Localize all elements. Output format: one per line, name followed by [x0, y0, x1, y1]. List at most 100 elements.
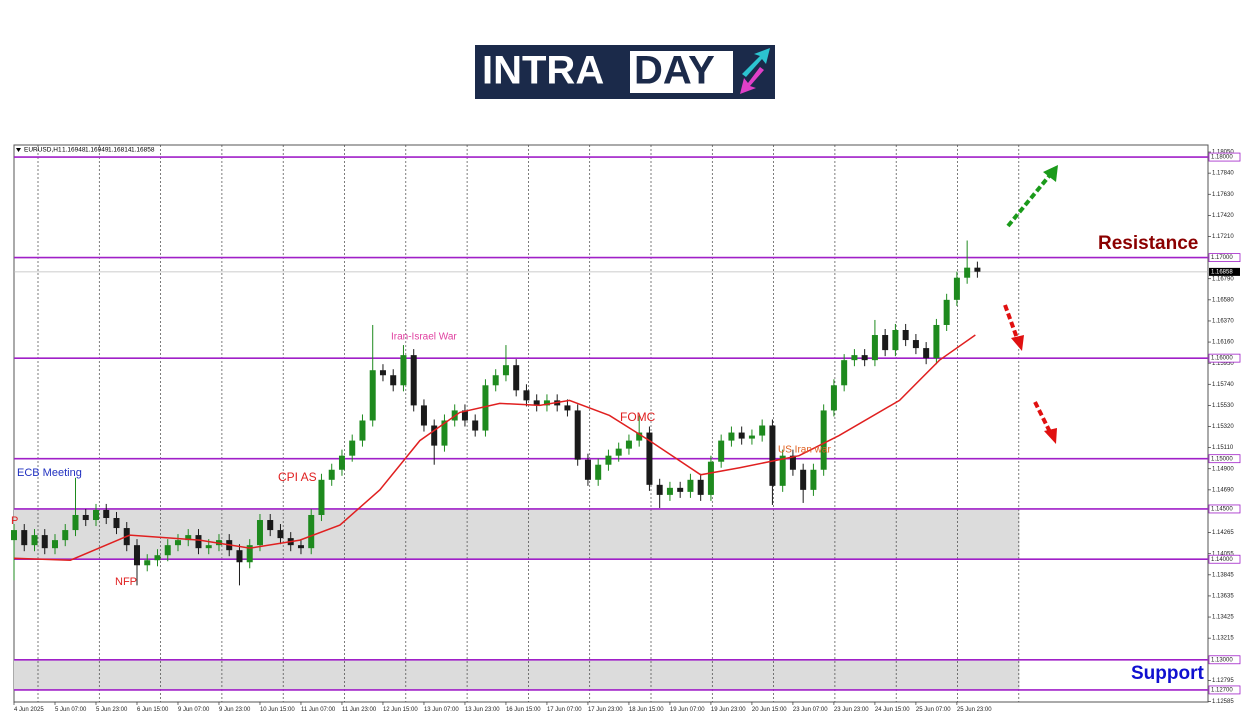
candle-body [461, 410, 468, 421]
zone [14, 508, 1020, 560]
candle-body [533, 400, 540, 406]
candle-body [195, 535, 202, 549]
candle-body [636, 432, 643, 441]
header-value: 1.16949 [85, 147, 109, 154]
annotation: ECB Meeting [17, 467, 82, 479]
candle-body [820, 410, 827, 470]
annotation: CPI AS [278, 470, 317, 484]
level-label: 1.18000 [1211, 155, 1233, 161]
arrow-head [1043, 165, 1058, 182]
candle-body [851, 355, 858, 361]
y-tick-label: 1.17420 [1212, 213, 1234, 219]
x-tick-label: 20 Jun 15:00 [752, 707, 787, 713]
x-tick-label: 5 Jun 07:00 [55, 707, 87, 713]
y-tick-label: 1.15530 [1212, 403, 1234, 409]
candle-body [974, 267, 981, 272]
price-label: 1.16858 [1211, 269, 1233, 275]
x-tick-label: 13 Jun 23:00 [465, 707, 500, 713]
candle-body [574, 410, 581, 460]
candle-body [748, 435, 755, 439]
candle-body [338, 455, 345, 470]
candle-body [41, 535, 48, 549]
candle-body [615, 448, 622, 456]
candle-body [174, 540, 181, 546]
x-tick-label: 19 Jun 23:00 [711, 707, 746, 713]
candle-body [318, 479, 325, 515]
candle-body [800, 469, 807, 490]
candle-body [369, 370, 376, 421]
annotation: US Iran war [778, 445, 831, 456]
candle-body [144, 560, 151, 566]
y-tick-label: 1.13845 [1212, 572, 1234, 578]
candle-body [687, 479, 694, 492]
y-tick-label: 1.17630 [1212, 192, 1234, 198]
candle-body [185, 535, 192, 541]
y-tick-label: 1.12585 [1212, 699, 1234, 705]
plot-frame [13, 144, 1209, 703]
candle-body [697, 479, 704, 495]
candle-body [267, 520, 274, 531]
candle-body [359, 420, 366, 441]
x-tick-label: 6 Jun 15:00 [137, 707, 169, 713]
candle-body [933, 324, 940, 359]
y-tick-label: 1.16160 [1212, 340, 1234, 346]
candle-body [871, 335, 878, 361]
level-label-box [1208, 685, 1241, 695]
candle-body [420, 405, 427, 426]
y-tick-label: 1.14900 [1212, 466, 1234, 472]
candle-body [492, 375, 499, 386]
candle-body [523, 390, 530, 401]
y-tick-label: 1.18050 [1212, 150, 1234, 156]
candle-body [431, 425, 438, 446]
header: EURUSD,H1 1.16948 1.16949 1.16814 1.16858 [16, 147, 155, 154]
level-label-box [1208, 655, 1241, 665]
candle-body [82, 514, 89, 521]
candle-body [810, 469, 817, 490]
level-label: 1.16000 [1211, 356, 1233, 362]
candle-body [400, 355, 407, 386]
candle-body [769, 425, 776, 486]
x-tick-label: 9 Jun 23:00 [219, 707, 251, 713]
header-value: 1.16814 [108, 147, 132, 154]
x-tick-label: 13 Jun 07:00 [424, 707, 459, 713]
y-tick-label: 1.16580 [1212, 297, 1234, 303]
candle-body [841, 360, 848, 386]
candle-body [666, 487, 673, 495]
candle-body [543, 400, 550, 406]
candle-body [133, 545, 140, 566]
candle-body [595, 464, 602, 480]
level-label: 1.14000 [1211, 557, 1233, 563]
candle-body [943, 299, 950, 325]
x-tick-label: 24 Jun 15:00 [875, 707, 910, 713]
y-tick-label: 1.15320 [1212, 424, 1234, 430]
zone [14, 659, 1020, 690]
x-tick-label: 12 Jun 15:00 [383, 707, 418, 713]
level-label-box [1208, 504, 1241, 514]
candle-body [584, 459, 591, 480]
candle-body [164, 545, 171, 556]
y-tick-label: 1.16790 [1212, 276, 1234, 282]
logo-text: INTRA [482, 49, 604, 93]
y-tick-label: 1.17840 [1212, 171, 1234, 177]
candle-body [718, 440, 725, 462]
candle-body [677, 487, 684, 492]
data-layer [11, 240, 981, 586]
moving-average [13, 334, 976, 561]
candle-body [646, 432, 653, 485]
candle-body [953, 277, 960, 300]
candle-body [892, 329, 899, 351]
candle-body [707, 461, 714, 495]
candle-body [964, 267, 971, 278]
arrows [1003, 165, 1058, 444]
level-label: 1.13000 [1211, 657, 1233, 663]
candle-body [154, 555, 161, 561]
candle-body [830, 385, 837, 411]
candle-body [379, 370, 386, 376]
y-tick-label: 1.13215 [1212, 636, 1234, 642]
candle-body [441, 420, 448, 446]
level-label-box [1208, 353, 1241, 363]
header-value: 1.16948 [62, 147, 86, 154]
candle-body [502, 365, 509, 376]
